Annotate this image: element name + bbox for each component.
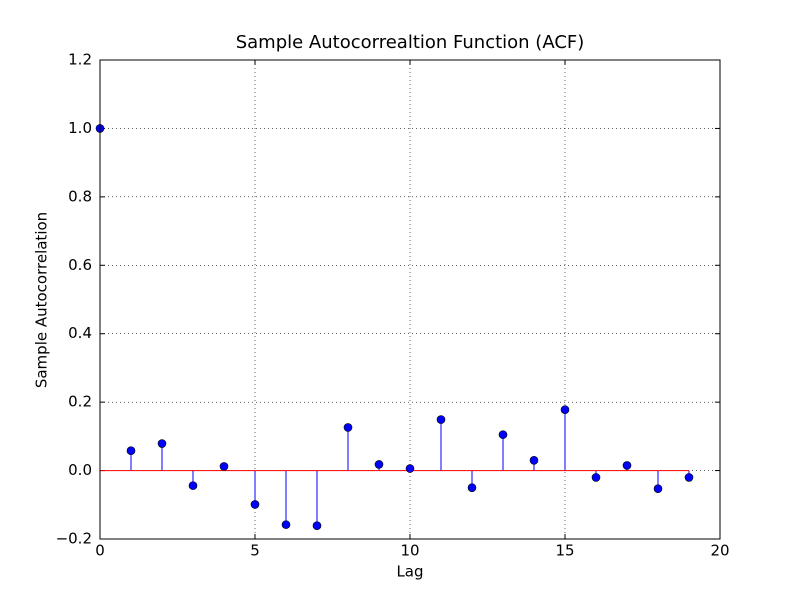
marker — [684, 473, 694, 482]
x-tick-label: 0 — [95, 542, 105, 560]
marker — [560, 405, 570, 414]
marker — [343, 423, 353, 432]
plot-frame — [99, 59, 721, 540]
marker — [529, 456, 539, 465]
y-tick-label: 0.0 — [68, 461, 92, 479]
marker — [405, 464, 415, 473]
marker — [312, 521, 322, 530]
marker — [374, 460, 384, 469]
x-tick-label: 20 — [710, 542, 729, 560]
marker — [591, 473, 601, 482]
marker — [250, 500, 260, 509]
y-tick-label: 0.4 — [68, 324, 92, 342]
marker — [157, 439, 167, 448]
x-axis-label: Lag — [396, 563, 423, 581]
y-axis-label: Sample Autocorrelation — [33, 212, 51, 388]
chart-title: Sample Autocorrealtion Function (ACF) — [236, 32, 585, 53]
y-tick-label: −0.2 — [56, 530, 92, 548]
x-tick-label: 5 — [250, 542, 260, 560]
y-tick-label: 1.2 — [68, 51, 92, 69]
y-tick-label: 0.6 — [68, 256, 92, 274]
marker — [653, 484, 663, 494]
y-tick-label: 0.8 — [68, 187, 92, 205]
marker — [126, 446, 136, 456]
marker — [467, 483, 477, 492]
marker — [436, 415, 446, 424]
marker — [622, 461, 632, 470]
y-tick-label: 0.2 — [68, 393, 92, 411]
marker — [498, 430, 508, 439]
marker — [281, 520, 291, 529]
marker — [219, 462, 229, 471]
marker — [188, 481, 198, 490]
y-tick-label: 1.0 — [68, 119, 92, 137]
x-tick-label: 10 — [400, 542, 419, 560]
x-tick-label: 15 — [555, 542, 574, 560]
